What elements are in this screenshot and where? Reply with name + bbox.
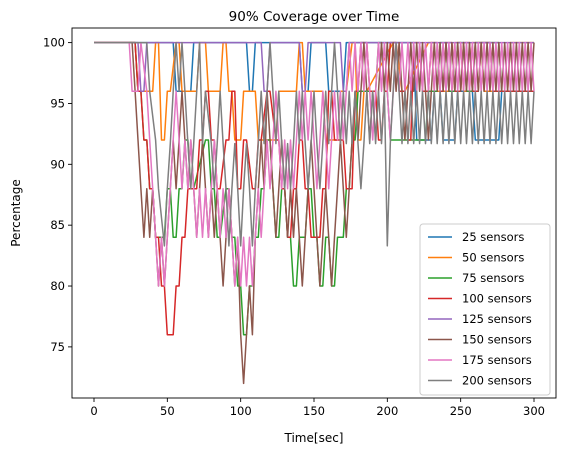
legend-label-7: 200 sensors: [462, 374, 532, 388]
series-line-7: [94, 41, 535, 247]
y-axis-label: Percentage: [9, 179, 23, 247]
x-tick-label: 100: [230, 404, 252, 418]
series-layer: [94, 41, 535, 385]
legend: 25 sensors 50 sensors 75 sensors 100 sensor…: [419, 223, 551, 396]
legend-box: [419, 223, 551, 396]
x-tick-label: 300: [523, 404, 545, 418]
x-tick-label: 200: [376, 404, 398, 418]
legend-label-5: 150 sensors: [462, 333, 532, 347]
y-tick-label: 95: [50, 96, 65, 110]
chart-title: 90% Coverage over Time: [229, 9, 400, 25]
x-axis-label: Time[sec]: [284, 431, 344, 445]
y-tick-label: 75: [50, 340, 65, 354]
y-tick-label: 90: [50, 157, 65, 171]
x-axis: 0 50 100 150 200 250 300: [90, 398, 545, 418]
series-line-6: [94, 41, 535, 287]
y-tick-label: 85: [50, 218, 65, 232]
legend-label-2: 75 sensors: [462, 271, 524, 285]
legend-label-0: 25 sensors: [462, 230, 524, 244]
x-tick-label: 0: [90, 404, 97, 418]
y-tick-label: 80: [50, 279, 65, 293]
legend-label-6: 175 sensors: [462, 353, 532, 367]
legend-label-4: 125 sensors: [462, 312, 532, 326]
x-tick-label: 250: [450, 404, 472, 418]
legend-label-3: 100 sensors: [462, 292, 532, 306]
legend-label-1: 50 sensors: [462, 251, 524, 265]
x-tick-label: 50: [160, 404, 175, 418]
y-tick-label: 100: [43, 36, 65, 50]
y-axis: 75 80 85 90 95 100: [43, 36, 72, 354]
x-tick-label: 150: [303, 404, 325, 418]
